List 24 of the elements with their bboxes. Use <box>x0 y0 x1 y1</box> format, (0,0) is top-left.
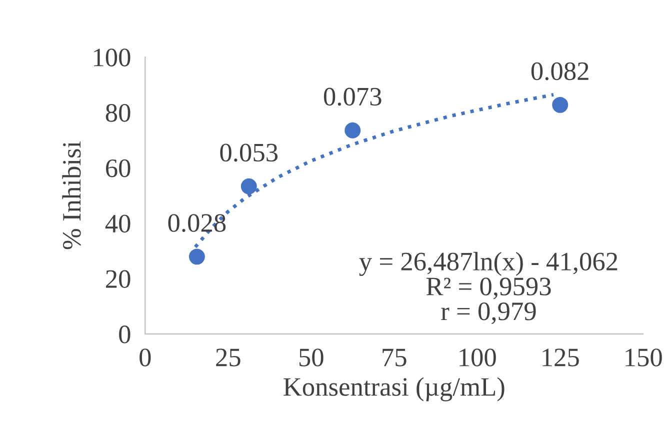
y-tick-label: 80 <box>106 104 130 122</box>
y-tick-label: 100 <box>94 48 130 66</box>
point <box>188 248 205 265</box>
x-tick-label: 150 <box>626 348 662 366</box>
x-tick-label: 0 <box>140 348 151 366</box>
x-tick-label: 125 <box>542 348 579 366</box>
point <box>344 122 361 138</box>
x-tick-label: 75 <box>382 348 406 366</box>
annotation: y = 26,487ln(x) - 41,062 R² = 0,9593 r = 0,979 <box>359 252 618 324</box>
x-tick-label: 25 <box>216 348 240 366</box>
annotation: 0.028 <box>168 214 226 232</box>
point <box>552 96 568 113</box>
annotation: 0.082 <box>531 62 588 80</box>
point <box>240 178 257 194</box>
y-tick-label: 20 <box>106 270 130 288</box>
y-axis-title: % Inhibisi <box>62 141 81 250</box>
x-axis-title: Konsentrasi (µg/mL) <box>284 377 504 402</box>
y-tick-label: 0 <box>119 326 130 344</box>
y-tick-label: 40 <box>105 214 130 233</box>
y-tick-label: 60 <box>106 159 130 178</box>
x-tick-label: 100 <box>460 348 496 366</box>
annotation: 0.053 <box>220 144 278 162</box>
x-tick-label: 50 <box>299 348 324 366</box>
annotation: 0.073 <box>324 88 382 106</box>
